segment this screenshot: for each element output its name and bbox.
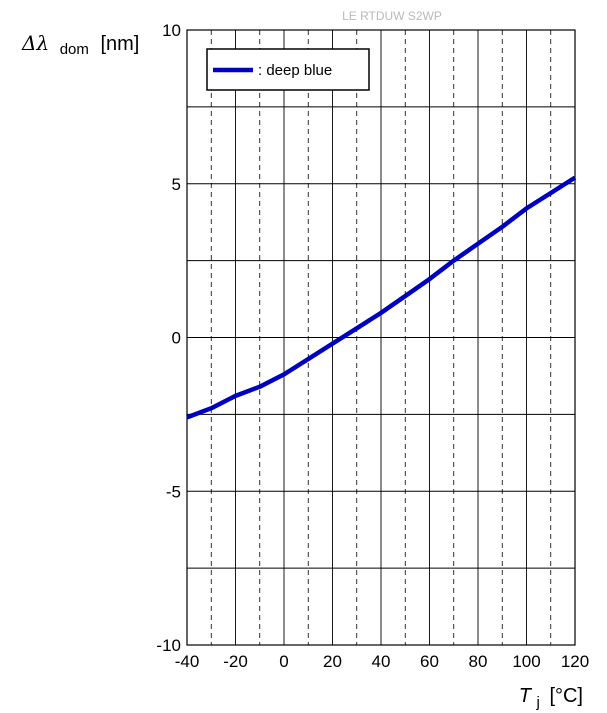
y-tick-label: 5 [172, 175, 181, 194]
tick-labels: -40 -20 0 20 40 60 80 100 120 10 5 0 -5 -10 [156, 21, 589, 671]
plot-frame [186, 29, 576, 646]
x-tick-label: 20 [323, 652, 342, 671]
legend: : deep blue [206, 48, 370, 91]
x-tick-label: 0 [279, 652, 288, 671]
x-tick-label: 100 [512, 652, 540, 671]
x-tick-label: 60 [420, 652, 439, 671]
x-axis-symbol: T [519, 685, 533, 707]
x-tick-label: 80 [469, 652, 488, 671]
y-axis-title: Δλ dom [nm] [21, 31, 139, 59]
x-tick-label: -40 [175, 652, 200, 671]
y-tick-label: -5 [166, 482, 181, 501]
x-axis-title: T j [°C] [519, 685, 583, 712]
y-tick-label: 10 [162, 21, 181, 40]
x-tick-label: -20 [223, 652, 248, 671]
watermark: LE RTDUW S2WP [342, 9, 442, 23]
series-layer [186, 175, 577, 420]
legend-label-deep-blue: : deep blue [258, 62, 332, 79]
y-axis-unit: [nm] [100, 33, 139, 55]
x-axis-subscript: j [536, 694, 540, 711]
grid [187, 30, 575, 645]
x-tick-label: 40 [372, 652, 391, 671]
x-tick-label: 120 [561, 652, 589, 671]
x-axis-unit: [°C] [549, 685, 583, 707]
y-tick-label: -10 [156, 636, 181, 655]
y-tick-label: 0 [172, 329, 181, 348]
y-axis-subscript: dom [60, 41, 89, 58]
y-axis-symbol: Δλ [21, 31, 49, 55]
